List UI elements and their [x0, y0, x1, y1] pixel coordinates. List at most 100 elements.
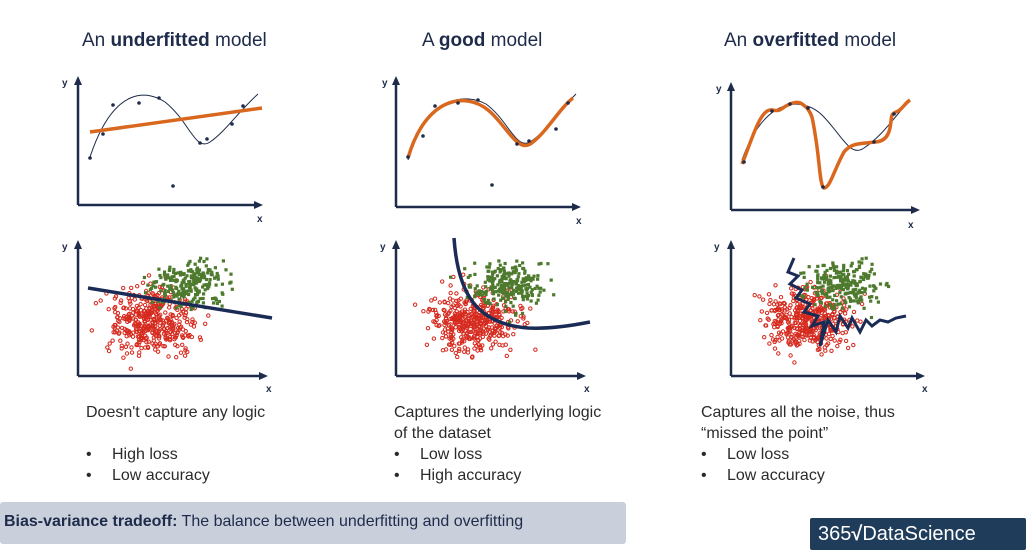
red-point [803, 315, 809, 320]
red-point [472, 346, 477, 351]
green-point [546, 262, 550, 266]
green-point [858, 279, 862, 283]
description-line: Captures all the noise, thus [701, 404, 895, 421]
green-point [189, 276, 193, 280]
red-point [155, 344, 161, 349]
red-point [794, 333, 800, 338]
green-point [510, 272, 514, 276]
red-point [198, 337, 204, 343]
green-point [848, 299, 853, 303]
green-point [839, 302, 843, 306]
green-point [163, 291, 167, 295]
green-point [833, 306, 837, 310]
red-point [504, 353, 510, 359]
red-point [184, 319, 190, 325]
red-point [832, 338, 837, 343]
red-point [472, 334, 477, 339]
red-point [462, 307, 468, 312]
red-point [822, 308, 827, 313]
red-point [183, 310, 189, 316]
green-point [480, 293, 484, 297]
green-point [840, 306, 844, 310]
red-point [183, 329, 189, 334]
green-point [152, 280, 156, 284]
red-point [462, 339, 467, 344]
red-point [429, 298, 434, 303]
bullet-loss: Low loss [394, 444, 601, 465]
green-point [511, 289, 515, 293]
red-point [114, 328, 119, 333]
red-point [811, 297, 816, 303]
green-point [507, 286, 511, 290]
red-point [851, 342, 856, 348]
green-point [177, 297, 181, 301]
red-point [445, 326, 451, 331]
green-point [522, 277, 526, 281]
red-point [128, 301, 133, 306]
red-point [472, 313, 477, 319]
red-point [452, 320, 457, 325]
green-point [835, 299, 839, 303]
green-point [872, 272, 876, 276]
red-point [457, 341, 462, 346]
green-point [209, 272, 213, 277]
red-point [434, 313, 439, 319]
green-point [488, 287, 492, 291]
red-point [107, 341, 112, 346]
green-point [854, 283, 858, 288]
green-point [181, 292, 186, 296]
green-point [840, 279, 845, 283]
green-point [537, 286, 541, 290]
red-point [440, 348, 446, 353]
green-point [824, 275, 829, 280]
green-point [528, 285, 532, 289]
green-point [523, 294, 527, 298]
red-point [787, 305, 792, 311]
green-point [162, 273, 166, 277]
green-point [823, 280, 827, 284]
red-point [476, 338, 481, 343]
green-point [863, 287, 868, 291]
green-point [524, 276, 528, 280]
green-point [503, 309, 507, 314]
green-point [204, 277, 209, 282]
red-point [496, 333, 502, 339]
green-point [870, 267, 874, 271]
red-point [795, 301, 800, 307]
green-point [171, 288, 175, 292]
green-point [529, 279, 533, 283]
red-point [135, 284, 140, 289]
green-point [874, 286, 878, 290]
red-point [842, 311, 848, 316]
green-point [839, 295, 843, 299]
true-curve [741, 99, 911, 161]
axes [727, 82, 920, 214]
green-point [517, 272, 521, 276]
green-point [500, 290, 504, 295]
red-point [180, 342, 185, 348]
red-point [830, 311, 835, 317]
red-point [113, 322, 118, 328]
red-point [142, 302, 148, 308]
green-point [816, 293, 820, 297]
green-point [846, 284, 850, 288]
red-point [757, 294, 762, 299]
red-point [511, 332, 516, 337]
green-point [502, 292, 506, 296]
green-point [493, 285, 497, 289]
green-point [151, 284, 155, 288]
green-point [221, 259, 225, 263]
green-point [525, 288, 529, 292]
green-point [514, 268, 519, 272]
green-point [190, 282, 194, 287]
red-point [442, 300, 447, 305]
red-point [441, 307, 446, 313]
green-point [860, 276, 864, 280]
red-point [794, 326, 800, 331]
green-point [842, 266, 846, 270]
green-point [862, 306, 866, 310]
data-points [742, 102, 896, 189]
green-point [859, 295, 863, 299]
red-point [151, 318, 156, 323]
red-point [482, 320, 487, 325]
